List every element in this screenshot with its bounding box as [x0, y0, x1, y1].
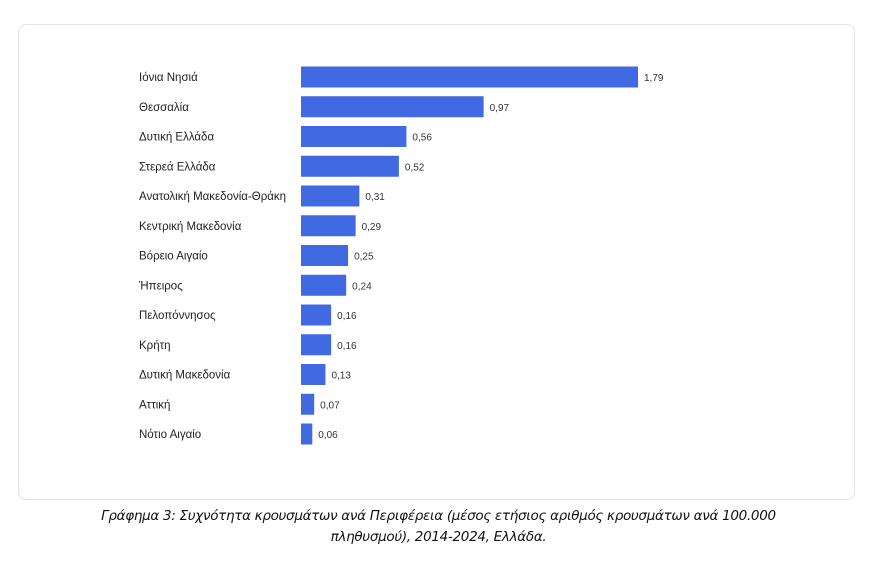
- bar: [301, 155, 399, 177]
- category-label: Δυτική Μακεδονία: [139, 370, 231, 382]
- value-label: 0,24: [352, 281, 372, 292]
- value-label: 0,52: [405, 162, 425, 173]
- bar: [301, 126, 407, 147]
- category-label: Ιόνια Νησιά: [139, 72, 198, 84]
- category-label: Κεντρική Μακεδονία: [139, 221, 242, 233]
- figure-caption: Γράφημα 3: Συχνότητα κρουσμάτων ανά Περι…: [20, 506, 857, 548]
- bar: [301, 393, 315, 415]
- bar: [301, 66, 638, 88]
- category-label: Κρήτη: [139, 340, 171, 352]
- bar-chart: Ιόνια Νησιά 1,79 Θεσσαλία 0,97 Δυτική Ελλάδα…: [138, 66, 664, 445]
- bar: [301, 334, 332, 356]
- bar: [301, 215, 356, 237]
- bar: [301, 245, 349, 266]
- value-label: 0,06: [318, 430, 338, 441]
- value-label: 0,31: [365, 192, 385, 203]
- category-label: Ήπειρος: [138, 280, 183, 292]
- category-label: Ανατολική Μακεδονία-Θράκη: [139, 191, 286, 203]
- caption-line-1: Γράφημα 3: Συχνότητα κρουσμάτων ανά Περι…: [101, 508, 776, 524]
- value-label: 0,97: [490, 103, 510, 114]
- category-label: Στερεά Ελλάδα: [139, 161, 216, 173]
- bar: [301, 96, 484, 118]
- bar: [301, 423, 313, 445]
- category-label: Νότιο Αιγαίο: [139, 429, 201, 441]
- value-label: 0,29: [362, 222, 382, 233]
- bar: [301, 364, 326, 385]
- category-label: Δυτική Ελλάδα: [139, 132, 214, 144]
- value-label: 0,56: [412, 133, 432, 144]
- value-label: 0,16: [337, 341, 357, 352]
- category-label: Πελοπόννησος: [139, 310, 216, 322]
- category-label: Βόρειο Αιγαίο: [139, 251, 208, 263]
- value-label: 1,79: [644, 73, 664, 84]
- caption-line-2: πληθυσμού), 2014-2024, Ελλάδα.: [330, 529, 547, 545]
- bar: [301, 304, 332, 326]
- bar: [301, 274, 347, 296]
- value-label: 0,16: [337, 311, 357, 322]
- category-label: Θεσσαλία: [139, 102, 189, 114]
- value-label: 0,07: [320, 400, 340, 411]
- category-label: Αττική: [139, 399, 170, 411]
- value-label: 0,25: [354, 252, 374, 263]
- value-label: 0,13: [331, 371, 351, 382]
- bar: [301, 185, 360, 207]
